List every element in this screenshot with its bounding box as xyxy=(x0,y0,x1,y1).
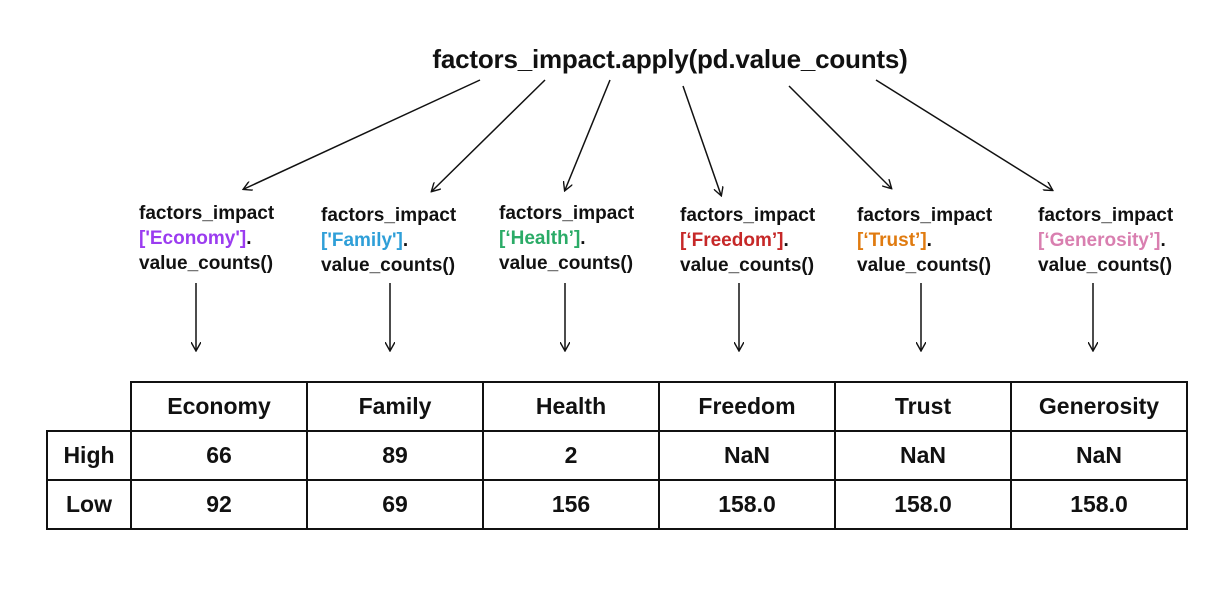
corner-cell xyxy=(47,382,131,431)
key-family: ['Family'] xyxy=(321,230,403,251)
code-title: factors_impact.apply(pd.value_counts) xyxy=(432,44,908,74)
key-economy: ['Economy'] xyxy=(139,228,247,249)
expr-freedom: factors_impact [‘Freedom’]. value_counts… xyxy=(680,205,816,276)
cell-high-economy: 66 xyxy=(130,430,308,481)
cell-high-generosity: NaN xyxy=(1010,430,1188,481)
table-row: Low 92 69 156 158.0 158.0 158.0 xyxy=(46,479,1188,530)
cell-low-family: 69 xyxy=(306,479,484,530)
expr-family: factors_impact ['Family']. value_counts(… xyxy=(321,205,457,276)
cell-low-freedom: 158.0 xyxy=(658,479,836,530)
col-header-health: Health xyxy=(482,381,660,432)
row-label-low: Low xyxy=(46,479,132,530)
key-freedom: [‘Freedom’] xyxy=(680,230,784,251)
col-header-trust: Trust xyxy=(834,381,1012,432)
arrow-title-to-freedom xyxy=(682,85,721,195)
row-label-high: High xyxy=(46,430,132,481)
cell-high-family: 89 xyxy=(306,430,484,481)
arrow-title-to-generosity xyxy=(875,79,1052,190)
table-row: High 66 89 2 NaN NaN NaN xyxy=(46,430,1188,481)
cell-high-freedom: NaN xyxy=(658,430,836,481)
cell-low-trust: 158.0 xyxy=(834,479,1012,530)
header-row: Economy Family Health Freedom Trust Gene… xyxy=(47,381,1188,432)
cell-low-health: 156 xyxy=(482,479,660,530)
cell-low-generosity: 158.0 xyxy=(1010,479,1188,530)
key-health: [‘Health’] xyxy=(499,228,581,249)
expr-trust: factors_impact [‘Trust’]. value_counts() xyxy=(857,205,993,276)
col-header-generosity: Generosity xyxy=(1010,381,1188,432)
key-trust: [‘Trust’] xyxy=(857,230,927,251)
expr-generosity: factors_impact [‘Generosity’]. value_cou… xyxy=(1038,205,1174,276)
cell-low-economy: 92 xyxy=(130,479,308,530)
col-header-freedom: Freedom xyxy=(658,381,836,432)
arrow-title-to-trust xyxy=(788,85,891,188)
col-header-family: Family xyxy=(306,381,484,432)
col-header-economy: Economy xyxy=(130,381,308,432)
expr-health: factors_impact [‘Health’]. value_counts(… xyxy=(499,203,635,274)
cell-high-health: 2 xyxy=(482,430,660,481)
value-counts-table: Economy Family Health Freedom Trust Gene… xyxy=(46,381,1188,530)
arrow-title-to-family xyxy=(432,79,546,191)
cell-high-trust: NaN xyxy=(834,430,1012,481)
arrow-title-to-economy xyxy=(244,79,481,189)
expr-economy: factors_impact ['Economy']. value_counts… xyxy=(139,203,275,274)
arrow-title-to-health xyxy=(565,79,611,190)
key-generosity: [‘Generosity’] xyxy=(1038,230,1161,251)
